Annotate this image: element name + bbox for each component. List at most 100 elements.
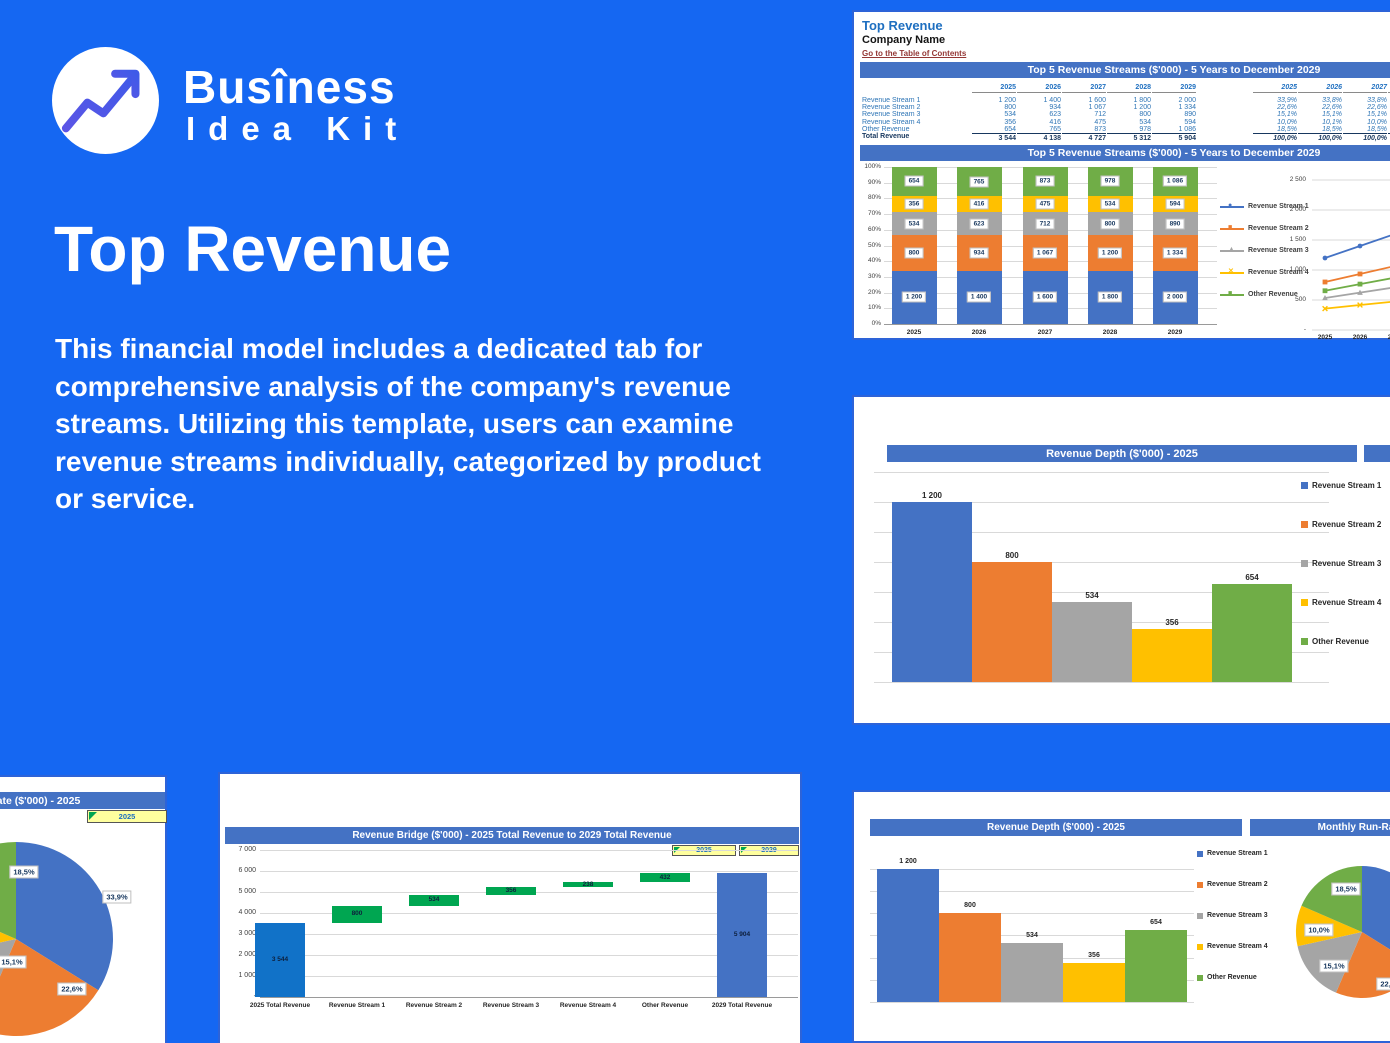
x-tick-label: 2029 — [1167, 329, 1183, 336]
x-tick-label: Revenue Stream 3 — [482, 1002, 540, 1009]
y-tick-label: 500 — [1295, 296, 1306, 303]
depth-and-run-rate-panel: Revenue Depth ($'000) - 2025 Monthly Run… — [852, 790, 1390, 1043]
segment-value-label: 1 086 — [1162, 175, 1188, 187]
monthly-run-rate-title: Monthly Run-Rate ($'000) - 2025 — [0, 794, 81, 807]
table-cell: 2 000 — [1178, 97, 1196, 104]
legend-marker: ● — [1220, 202, 1244, 210]
y-tick-label: 4 000 — [238, 909, 256, 916]
pie-slice-label: 18,5% — [1331, 882, 1361, 896]
legend-swatch — [1301, 599, 1308, 606]
segment-value-label: 873 — [1035, 175, 1055, 187]
y-tick-label: 1 500 — [1289, 236, 1306, 243]
waterfall-bar: 800 — [332, 905, 382, 923]
legend-swatch — [1197, 881, 1203, 888]
waterfall-bar: 534 — [409, 894, 459, 906]
bar-value-label: 534 — [1026, 931, 1038, 939]
table-cell: 3 544 — [972, 133, 1016, 142]
table-cell: 22,6% — [1367, 104, 1387, 112]
revenue-bridge-panel: Revenue Bridge ($'000) - 2025 Total Reve… — [218, 772, 802, 1043]
table-cell: 2025 — [972, 84, 1016, 93]
segment-value-label: 623 — [969, 218, 989, 230]
segment-value-label: 1 067 — [1032, 247, 1058, 259]
waterfall-bar: 5 904 — [717, 873, 767, 997]
table-cell: 2027 — [1062, 84, 1106, 93]
gridline — [870, 913, 1194, 915]
table-cell: 100,0% — [1298, 133, 1342, 142]
legend-label: Other Revenue — [1207, 974, 1257, 981]
y-tick-label: 40% — [867, 257, 881, 265]
table-cell: 1 334 — [1178, 104, 1196, 112]
gridline — [260, 913, 798, 914]
table-cell: 15,1% — [1367, 111, 1387, 119]
axis-line — [260, 997, 798, 998]
segment-value-label: 1 200 — [1097, 247, 1123, 259]
bar-value-label: 356 — [1165, 617, 1179, 627]
table-cell: 1 600 — [1088, 97, 1106, 104]
y-tick-label: 1 000 — [238, 972, 256, 979]
year-selector[interactable]: 2025 — [87, 810, 167, 823]
brand-name-line1: Busîness — [183, 61, 396, 113]
y-tick-label: 60% — [867, 225, 881, 233]
segment-value-label: 1 800 — [1097, 291, 1123, 303]
revenue-depth-panel: Revenue Depth ($'000) - 2025 1 200 800 534… — [852, 395, 1390, 725]
total-label: Total Revenue — [862, 133, 910, 140]
table-cell: 33,8% — [1367, 97, 1387, 104]
x-tick-label: 2026 — [1352, 334, 1368, 341]
gridline — [874, 562, 1329, 563]
brand-logo — [52, 47, 159, 154]
y-tick-label: 90% — [867, 178, 881, 186]
legend-label: Revenue Stream 3 — [1248, 246, 1309, 254]
table-cell: 2028 — [1388, 84, 1390, 93]
legend-item: Revenue Stream 1 — [1197, 850, 1268, 857]
monthly-run-rate-header-bottom: Monthly Run-Rate ($'000) - 2025 — [1250, 819, 1390, 836]
table-cell: 873 — [1094, 125, 1106, 133]
depth-bar — [1132, 628, 1212, 682]
segment-value-label: 934 — [969, 247, 989, 259]
bar-value-label: 800 — [1005, 551, 1019, 560]
waterfall-bar: 356 — [486, 887, 536, 895]
x-tick-label: 2028 — [1102, 329, 1118, 336]
legend-label: Revenue Stream 4 — [1207, 943, 1268, 950]
toc-link[interactable]: Go to the Table of Contents — [862, 49, 967, 58]
segment-value-label: 765 — [969, 176, 989, 187]
table-cell: 15,1% — [1277, 111, 1297, 119]
page-title: Top Revenue — [54, 213, 452, 285]
gridline — [874, 502, 1329, 503]
legend-swatch — [1301, 482, 1308, 489]
table-cell: 15,1% — [1322, 111, 1342, 119]
row-label: Revenue Stream 3 — [862, 111, 921, 119]
legend-line — [1220, 206, 1244, 208]
gridline — [260, 850, 798, 851]
gridline — [260, 976, 798, 977]
x-tick-label: Revenue Stream 4 — [559, 1002, 617, 1009]
bar-value-label: 654 — [1150, 918, 1162, 926]
depth-bar — [972, 562, 1052, 682]
legend-marker: ▲ — [1220, 246, 1244, 254]
table-cell: 654 — [1004, 125, 1016, 133]
legend-line — [1220, 272, 1244, 274]
gridline — [260, 871, 798, 872]
table-cell: 4 138 — [1017, 133, 1061, 142]
x-tick-label: Revenue Stream 2 — [405, 1002, 463, 1009]
y-tick-label: 0% — [871, 320, 881, 327]
legend-line — [1220, 250, 1244, 252]
axis-line — [884, 324, 1217, 325]
table-cell: 2029 — [1152, 84, 1196, 93]
table-cell: 10,0% — [1277, 118, 1297, 126]
segment-value-label: 654 — [904, 175, 924, 187]
depth-bar — [892, 502, 972, 682]
sheet-company-name: Company Name — [862, 34, 946, 46]
segment-value-label: 594 — [1165, 198, 1185, 210]
bar-value-label: 432 — [659, 873, 671, 881]
y-tick-label: 20% — [867, 288, 881, 296]
table-cell: 22,6% — [1277, 104, 1297, 112]
legend-marker: ■ — [1220, 290, 1244, 298]
x-tick-label: 2025 — [1317, 334, 1333, 341]
y-tick-label: 10% — [867, 304, 881, 312]
table-cell: 1 067 — [1088, 104, 1106, 112]
x-tick-label: Other Revenue — [641, 1002, 689, 1009]
depth-bar — [1063, 962, 1125, 1002]
segment-value-label: 534 — [1100, 198, 1120, 210]
legend-label: Other Revenue — [1312, 637, 1369, 646]
row-label: Revenue Stream 2 — [862, 104, 921, 112]
